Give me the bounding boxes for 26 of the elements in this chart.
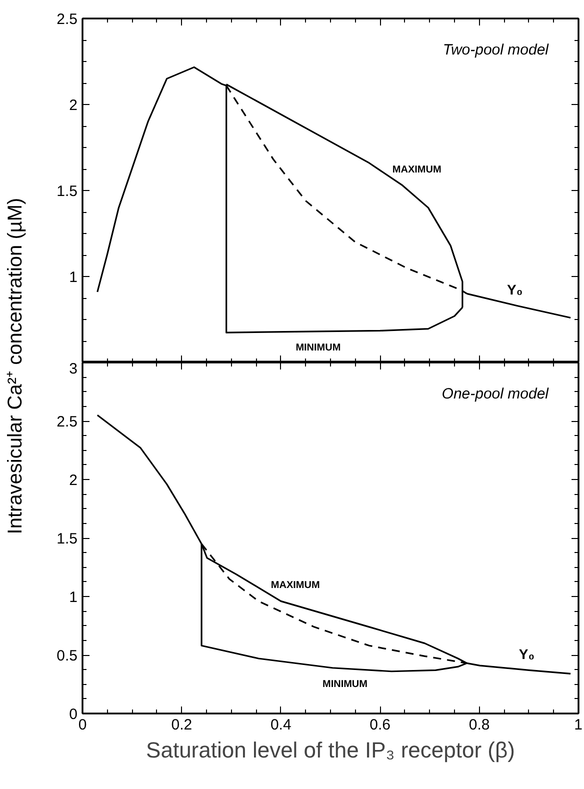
annotation: Two-pool model [442, 42, 550, 58]
y-axis-title: Intravesicular Ca²⁺ concentration (µM) [4, 198, 26, 534]
y-tick-label: 3 [69, 360, 78, 378]
y-tick-label: 2.5 [56, 11, 78, 28]
series-label: MINIMUM [322, 678, 368, 690]
series-label: Y₀ [506, 282, 523, 298]
y-tick-label: 2 [69, 97, 78, 114]
x-tick-label: 0.2 [171, 716, 192, 734]
y-tick-label: 2 [69, 472, 78, 489]
y-tick-label: 2.5 [56, 414, 78, 430]
y-tick-label: 0.5 [56, 648, 78, 664]
series-label: MINIMUM [296, 342, 341, 354]
x-tick-label: 0.8 [468, 716, 490, 734]
series-label: MAXIMUM [392, 164, 442, 176]
x-tick-label: 1 [574, 716, 582, 734]
y-tick-label: 1.5 [56, 183, 78, 200]
series-label: Y₀ [518, 646, 535, 662]
series-label: MAXIMUM [270, 580, 320, 592]
y-tick-label: 0 [69, 706, 78, 723]
y-tick-label: 1 [69, 589, 78, 606]
x-axis-title: Saturation level of the IP₃ receptor (β) [146, 738, 515, 762]
x-tick-label: 0.6 [370, 716, 391, 734]
y-tick-label: 1 [69, 269, 78, 286]
annotation: One-pool model [442, 386, 550, 402]
x-tick-label: 0.4 [270, 716, 292, 734]
y-tick-label: 1.5 [56, 530, 78, 548]
